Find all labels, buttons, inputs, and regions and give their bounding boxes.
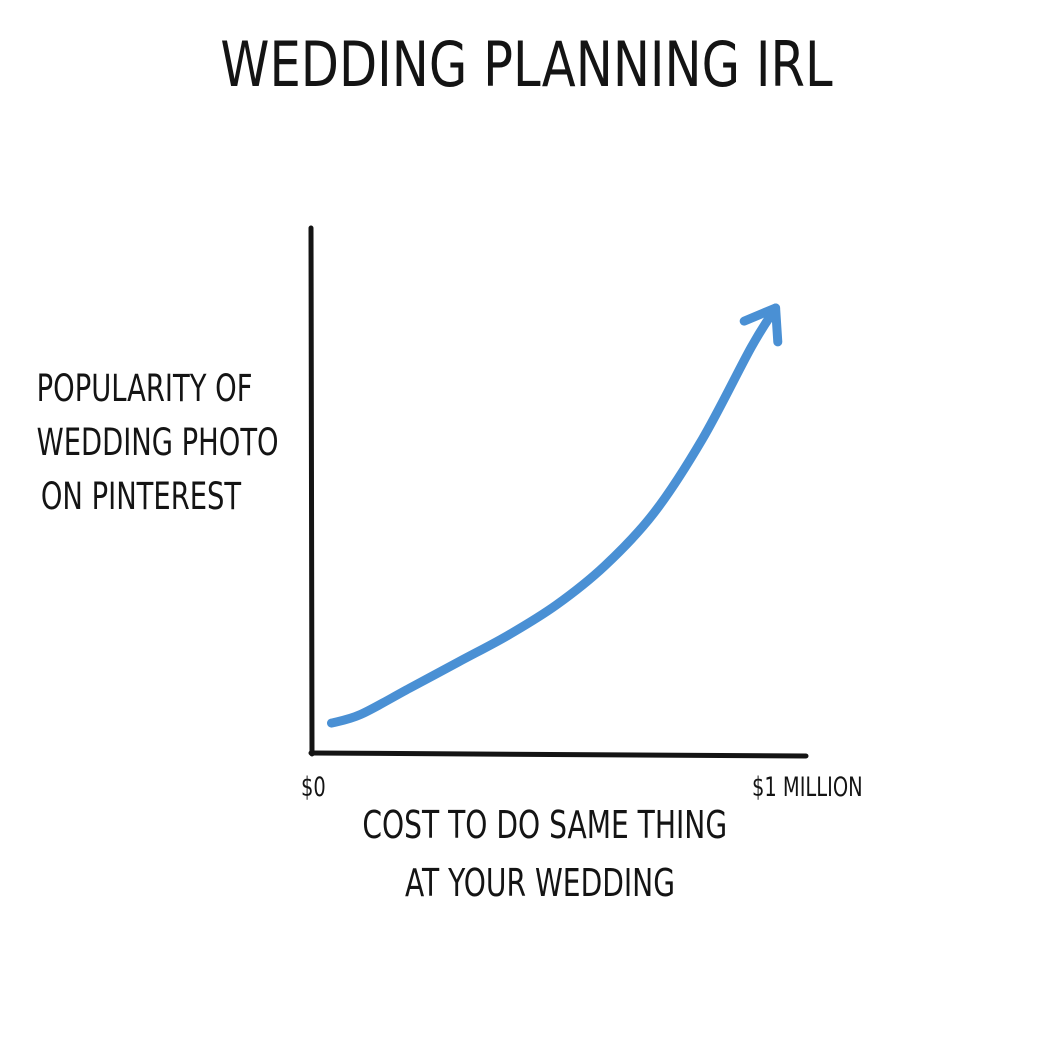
x-axis-label: COST TO DO SAME THING AT YOUR WEDDING: [362, 796, 728, 912]
y-axis-label-line-3: ON PINTEREST: [40, 475, 242, 518]
series-line: [327, 303, 781, 728]
y-axis-line: [308, 225, 315, 757]
x-axis-label-line-2: AT YOUR WEDDING: [404, 861, 675, 905]
y-axis-label-line-2: WEDDING PHOTO: [36, 421, 279, 464]
chart-title: WEDDING PLANNING IRL: [220, 28, 833, 101]
x-tick-label-start: $0: [301, 772, 326, 803]
x-tick-label-end: $1 MILLION: [752, 772, 863, 803]
y-axis-label: POPULARITY OF WEDDING PHOTO ON PINTEREST: [36, 362, 279, 524]
y-axis-label-line-1: POPULARITY OF: [36, 367, 253, 410]
series-arrowhead: [739, 303, 783, 347]
x-axis-label-line-1: COST TO DO SAME THING: [362, 803, 728, 847]
x-axis-line: [308, 750, 809, 759]
